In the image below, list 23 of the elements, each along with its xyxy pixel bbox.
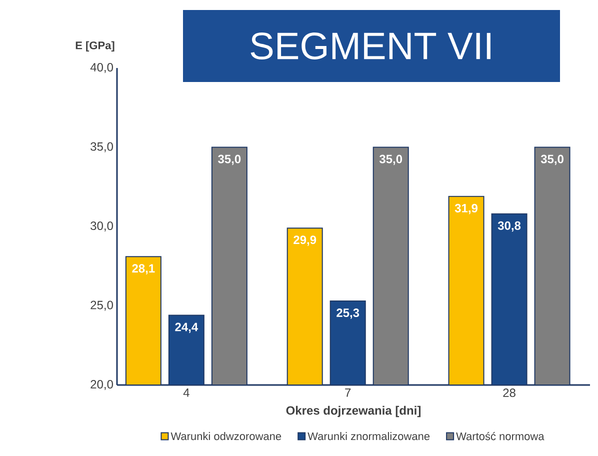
y-tick-label: 35,0 bbox=[90, 142, 113, 152]
data-label: 30,8 bbox=[498, 221, 521, 232]
data-label: 25,3 bbox=[336, 308, 360, 319]
data-label: 28,1 bbox=[132, 264, 155, 274]
data-label: 35,0 bbox=[218, 154, 241, 166]
legend-label: Warunki odwzorowane bbox=[170, 432, 282, 440]
data-label: 31,9 bbox=[454, 204, 478, 214]
legend-label: Warunki znormalizowane bbox=[308, 432, 430, 440]
x-tick-label: 7 bbox=[345, 388, 351, 397]
data-label: 24,4 bbox=[175, 322, 198, 334]
data-label: 35,0 bbox=[540, 154, 564, 166]
y-tick-label: 30,0 bbox=[90, 222, 113, 232]
data-label: 29,9 bbox=[294, 236, 316, 246]
legend-label: Wartość normowa bbox=[456, 432, 544, 440]
y-tick-label: 20,0 bbox=[90, 380, 113, 390]
y-tick-label: 25,0 bbox=[90, 300, 113, 311]
x-tick-label: 4 bbox=[183, 388, 190, 397]
y-tick-label: 40,0 bbox=[90, 63, 113, 73]
y-axis-title: E [GPa] bbox=[76, 41, 114, 52]
chart-title: SEGMENT VII bbox=[250, 32, 490, 60]
x-axis-title: Okres dojrzewania [dni] bbox=[286, 406, 421, 418]
x-tick-label: 28 bbox=[503, 388, 516, 398]
data-label: 35,0 bbox=[379, 154, 402, 166]
